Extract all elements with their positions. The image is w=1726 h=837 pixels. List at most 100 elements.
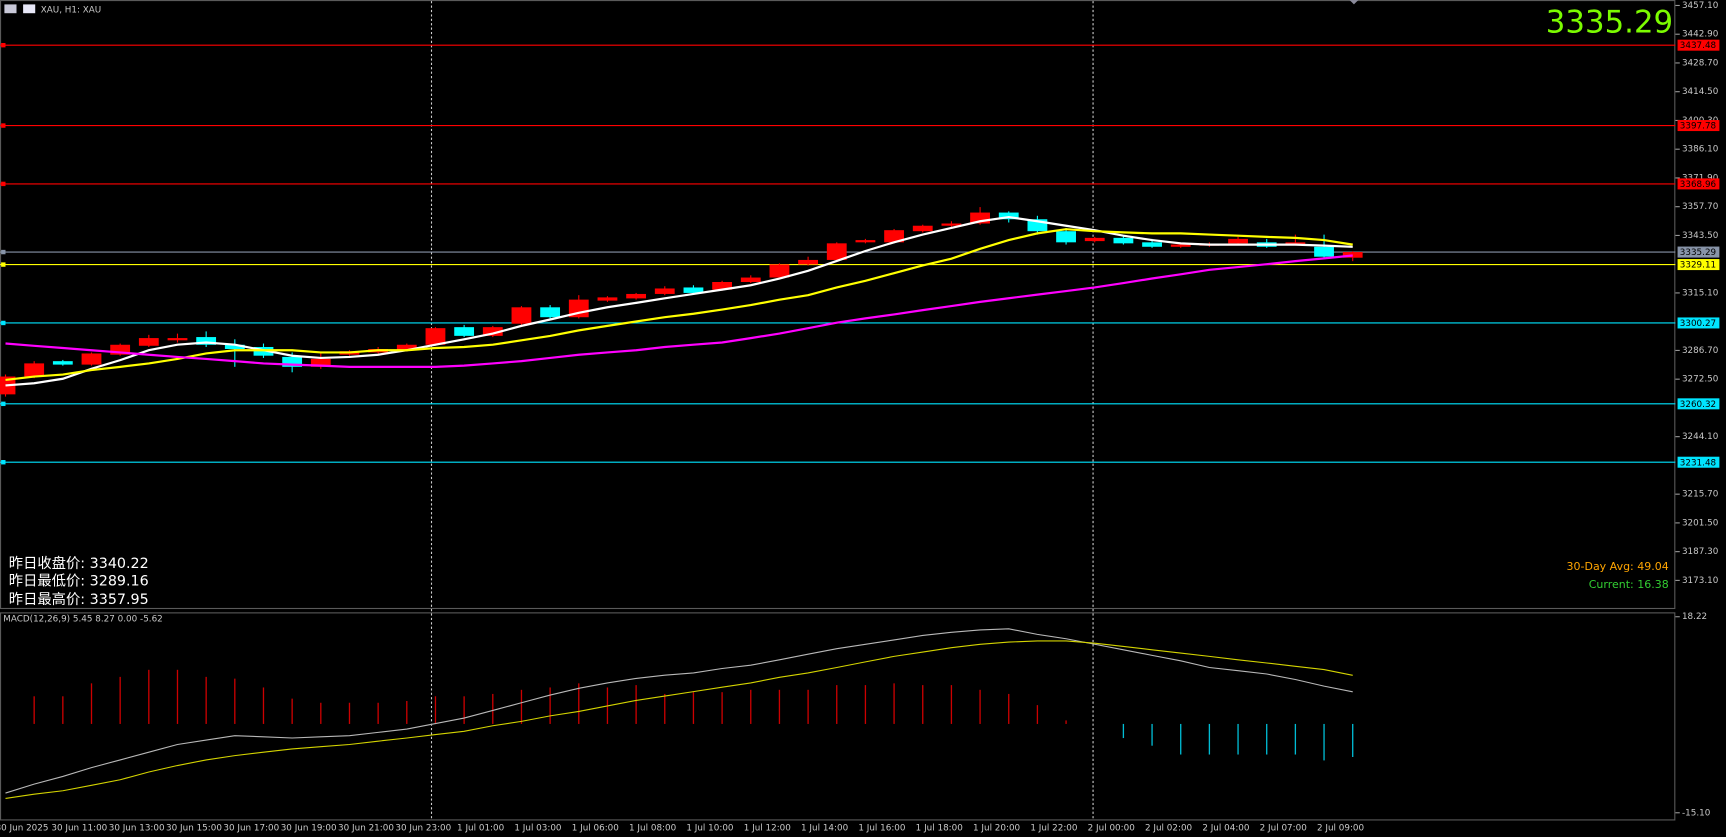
- candle-body: [970, 212, 990, 224]
- candle-body: [826, 243, 847, 260]
- x-tick-label: 1 Jul 14:00: [801, 824, 849, 834]
- macd-line: [5, 628, 1353, 794]
- info-value: 3340.22: [90, 556, 149, 572]
- macd-line: [5, 640, 1353, 799]
- x-tick-label: 30 Jun 19:00: [281, 824, 337, 834]
- info-line: 昨日最低价: 3289.16: [9, 572, 149, 589]
- x-tick-label: 1 Jul 22:00: [1030, 824, 1078, 834]
- y-tick-label: 3244.10: [1682, 432, 1719, 442]
- level-marker: [1, 181, 6, 187]
- level-tag: [1677, 456, 1720, 468]
- level-marker: [1, 249, 6, 255]
- level-tag: [1677, 178, 1720, 190]
- candle-body: [224, 344, 245, 350]
- x-tick-label: 30 Jun 21:00: [338, 824, 394, 834]
- y-tick-label: 3173.10: [1682, 576, 1719, 586]
- candle-body: [1113, 237, 1134, 244]
- y-tick-label: 3215.70: [1682, 490, 1719, 500]
- level-marker: [1, 460, 6, 465]
- menu-icon: [4, 4, 17, 14]
- level-label: 3335.29: [1680, 248, 1716, 258]
- x-tick-label: 30 Jun 2025: [0, 824, 48, 834]
- y-tick-label: 3442.90: [1682, 30, 1719, 40]
- candle-body: [482, 327, 503, 336]
- x-tick-label: 2 Jul 09:00: [1317, 824, 1365, 834]
- y-tick-label: -15.10: [1682, 808, 1711, 818]
- candle-body: [884, 230, 904, 243]
- level-label: 3300.27: [1680, 319, 1716, 329]
- x-tick-label: 30 Jun 15:00: [166, 824, 222, 834]
- x-tick-label: 30 Jun 17:00: [223, 824, 279, 834]
- candle-body: [52, 361, 73, 365]
- x-tick-label: 2 Jul 07:00: [1260, 824, 1308, 834]
- price-panel-frame: [0, 0, 1676, 610]
- x-tick-label: 1 Jul 20:00: [973, 824, 1021, 834]
- x-tick-label: 30 Jun 13:00: [109, 824, 165, 834]
- level-label: 3437.48: [1680, 41, 1716, 51]
- candle-body: [110, 344, 131, 355]
- info-label: 昨日收盘价:: [9, 554, 85, 572]
- last-price: 3335.29: [1546, 5, 1673, 41]
- candle-body: [998, 212, 1019, 220]
- info-line: 昨日最高价: 3357.95: [9, 591, 149, 608]
- y-tick-label: 18.22: [1682, 612, 1707, 622]
- stat-label: Current:: [1589, 578, 1634, 591]
- candle-body: [138, 338, 159, 346]
- y-tick-label: 3457.10: [1682, 1, 1719, 11]
- candle-body: [798, 259, 819, 265]
- x-tick-label: 1 Jul 12:00: [744, 824, 792, 834]
- y-tick-label: 3201.50: [1682, 518, 1719, 528]
- candle-body: [1314, 246, 1334, 257]
- candle-body: [425, 328, 446, 345]
- stat-value: 16.38: [1637, 578, 1668, 591]
- y-tick-label: 3386.10: [1682, 145, 1719, 155]
- moving-average: [5, 215, 1353, 387]
- candle-body: [626, 293, 647, 299]
- level-label: 3260.32: [1680, 400, 1716, 410]
- candle-body: [712, 282, 733, 290]
- level-tag: [1677, 259, 1720, 271]
- candle-body: [683, 287, 704, 293]
- x-tick-label: 2 Jul 00:00: [1088, 824, 1136, 834]
- level-marker: [1, 320, 6, 326]
- x-tick-label: 1 Jul 16:00: [858, 824, 906, 834]
- y-tick-label: 3286.70: [1682, 346, 1719, 356]
- candle-body: [511, 307, 532, 324]
- candle-body: [24, 363, 45, 377]
- candle-body: [597, 297, 618, 301]
- candle-body: [1342, 252, 1363, 258]
- candle-body: [253, 346, 274, 356]
- candle-body: [540, 307, 561, 318]
- level-marker: [1, 123, 6, 128]
- candle-body: [1084, 237, 1105, 242]
- x-tick-label: 1 Jul 08:00: [629, 824, 677, 834]
- moving-average: [5, 254, 1353, 368]
- level-label: 3397.78: [1680, 122, 1716, 132]
- candle-body: [196, 337, 217, 345]
- level-marker: [1, 262, 6, 267]
- y-tick-label: 3343.50: [1682, 231, 1719, 241]
- candle-body: [81, 353, 102, 365]
- level-tag: [1677, 246, 1720, 258]
- y-tick-label: 3357.70: [1682, 202, 1719, 212]
- stat-label: 30-Day Avg:: [1567, 560, 1634, 573]
- y-tick-label: 3428.70: [1682, 58, 1719, 68]
- shift-marker: [1349, 0, 1359, 5]
- x-tick-label: 2 Jul 02:00: [1145, 824, 1193, 834]
- candle-body: [941, 223, 962, 226]
- level-tag: [1677, 120, 1720, 132]
- x-tick-label: 1 Jul 18:00: [916, 824, 964, 834]
- candle-body: [1142, 242, 1162, 247]
- info-line: 昨日收盘价: 3340.22: [9, 554, 149, 572]
- level-tag: [1677, 398, 1720, 410]
- symbol-title: XAU, H1: XAU: [41, 5, 102, 15]
- info-value: 3357.95: [90, 592, 149, 608]
- candle-body: [1228, 238, 1248, 244]
- y-tick-label: 3272.50: [1682, 375, 1719, 385]
- chart-icon: [23, 4, 36, 14]
- level-label: 3231.48: [1680, 458, 1716, 468]
- macd-title: MACD(12,26,9) 5.45 8.27 0.00 -5.62: [3, 614, 162, 624]
